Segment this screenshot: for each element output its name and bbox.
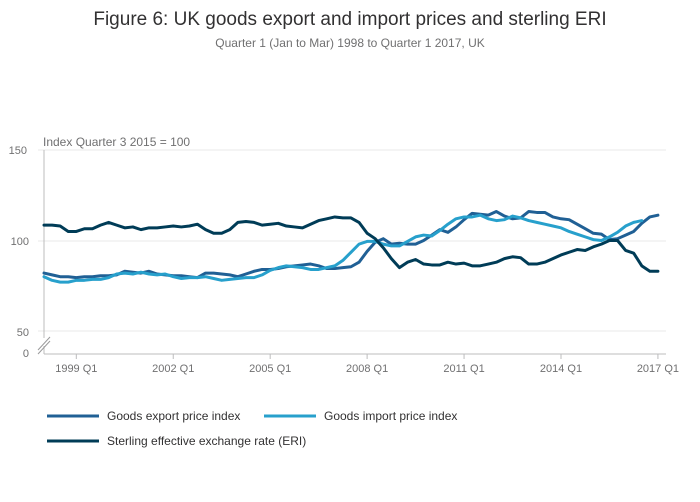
axis-break-mark: [37, 340, 51, 355]
y-tick-label: 0: [23, 348, 29, 360]
series-line-export[interactable]: [42, 210, 660, 280]
chart-title: Figure 6: UK goods export and import pri…: [93, 9, 606, 30]
legend-item-eri[interactable]: Sterling effective exchange rate (ERI): [47, 434, 306, 448]
legend-label-eri: Sterling effective exchange rate (ERI): [107, 434, 306, 448]
x-tick-label: 2002 Q1: [152, 363, 194, 375]
chart-subtitle: Quarter 1 (Jan to Mar) 1998 to Quarter 1…: [215, 36, 484, 50]
x-tick-label: 2011 Q1: [443, 363, 484, 375]
x-tick-label: 2017 Q1: [637, 363, 679, 375]
series-lines: [42, 210, 660, 284]
legend-label-import: Goods import price index: [324, 409, 457, 423]
series-line-eri[interactable]: [42, 215, 660, 273]
series-line-import[interactable]: [42, 213, 644, 284]
x-tick-label: 2005 Q1: [249, 363, 291, 375]
y-axis-unit-label: Index Quarter 3 2015 = 100: [43, 135, 190, 149]
x-tick-label: 2014 Q1: [540, 363, 582, 375]
y-tick-label: 150: [9, 145, 27, 157]
legend: Goods export price index Goods import pr…: [47, 409, 457, 448]
x-tick-label: 2008 Q1: [346, 363, 388, 375]
x-axis: 1999 Q1 2002 Q1 2005 Q1 2008 Q1 2011 Q1 2014 …: [44, 353, 679, 375]
axis-break-mark: [37, 336, 51, 351]
legend-item-export[interactable]: Goods export price index: [47, 409, 240, 423]
y-tick-label: 100: [11, 236, 29, 248]
y-tick-label: 50: [17, 327, 29, 339]
legend-label-export: Goods export price index: [107, 409, 240, 423]
legend-item-import[interactable]: Goods import price index: [264, 409, 457, 423]
x-tick-label: 1999 Q1: [55, 363, 97, 375]
grid: [38, 149, 666, 332]
y-axis: 150 100 50 0: [9, 145, 51, 360]
x-ticks: 1999 Q1 2002 Q1 2005 Q1 2008 Q1 2011 Q1 2014 …: [55, 354, 679, 375]
